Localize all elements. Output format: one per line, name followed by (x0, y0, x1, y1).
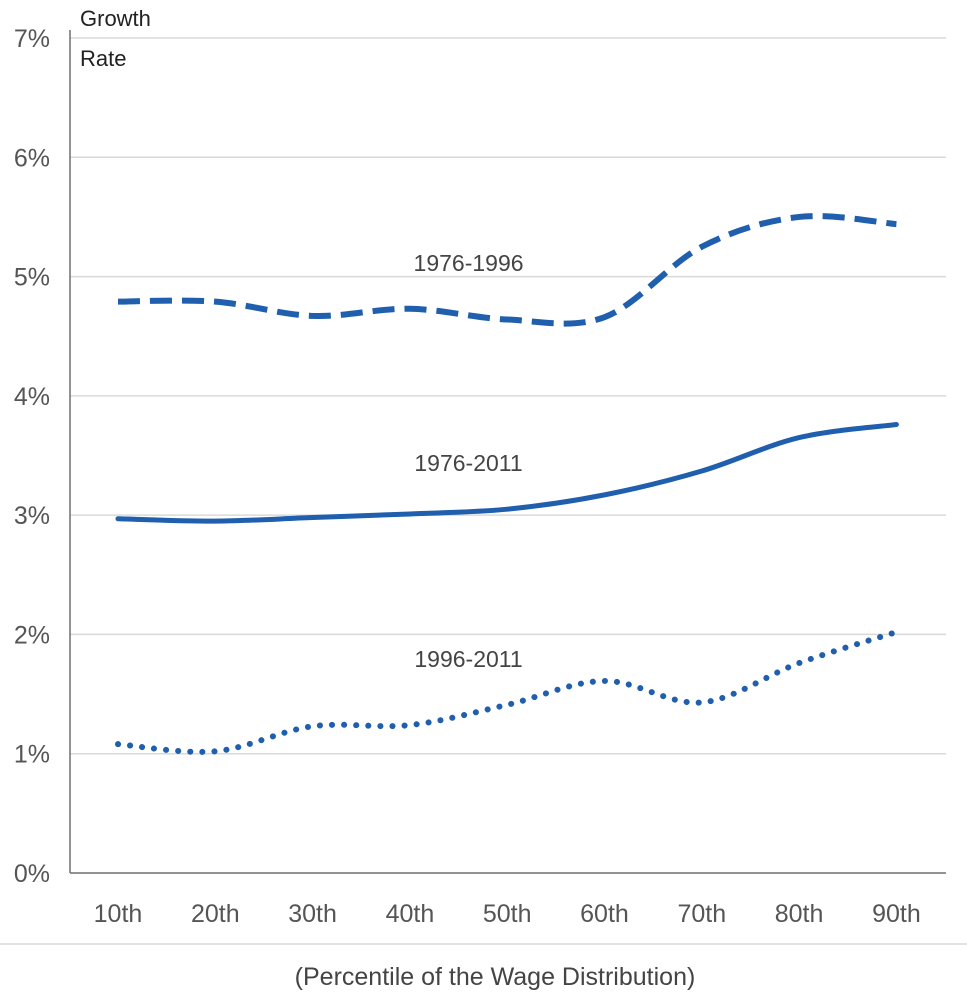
x-tick-label: 40th (386, 900, 435, 928)
x-tick-label: 70th (677, 900, 726, 928)
y-tick-label: 0% (14, 860, 50, 888)
series-lines (115, 213, 900, 755)
y-tick-label: 3% (14, 502, 50, 530)
x-tick-label: 20th (191, 900, 240, 928)
x-tick-label: 50th (483, 900, 532, 928)
y-tick-label: 5% (14, 264, 50, 292)
y-tick-label: 1% (14, 741, 50, 769)
y-tick-label: 6% (14, 144, 50, 172)
y-axis-title-line2: Rate (80, 46, 126, 71)
y-axis-ticks: 0% 1% 2% 3% 4% 5% 6% 7% (14, 25, 50, 888)
series-line-1976-1996 (117, 213, 897, 327)
y-tick-label: 2% (14, 621, 50, 649)
x-tick-label: 90th (872, 900, 921, 928)
y-tick-label: 7% (14, 25, 50, 53)
x-axis-title: (Percentile of the Wage Distribution) (295, 963, 696, 991)
y-tick-label: 4% (14, 383, 50, 411)
x-axis-ticks: 10th 20th 30th 40th 50th 60th 70th 80th 90th (94, 900, 921, 928)
series-label: 1976-2011 (414, 450, 522, 476)
series-line-1996-2011 (115, 629, 900, 755)
x-tick-label: 80th (775, 900, 824, 928)
x-tick-label: 60th (580, 900, 629, 928)
series-label: 1976-1996 (414, 250, 524, 276)
series-labels: 1976-1996 1976-2011 1996-2011 (414, 250, 524, 672)
gridlines (70, 37, 946, 755)
series-line-1976-2011 (115, 421, 899, 524)
series-label: 1996-2011 (414, 646, 522, 672)
y-axis-title-line1: Growth (80, 6, 151, 31)
x-tick-label: 30th (288, 900, 337, 928)
x-tick-label: 10th (94, 900, 143, 928)
